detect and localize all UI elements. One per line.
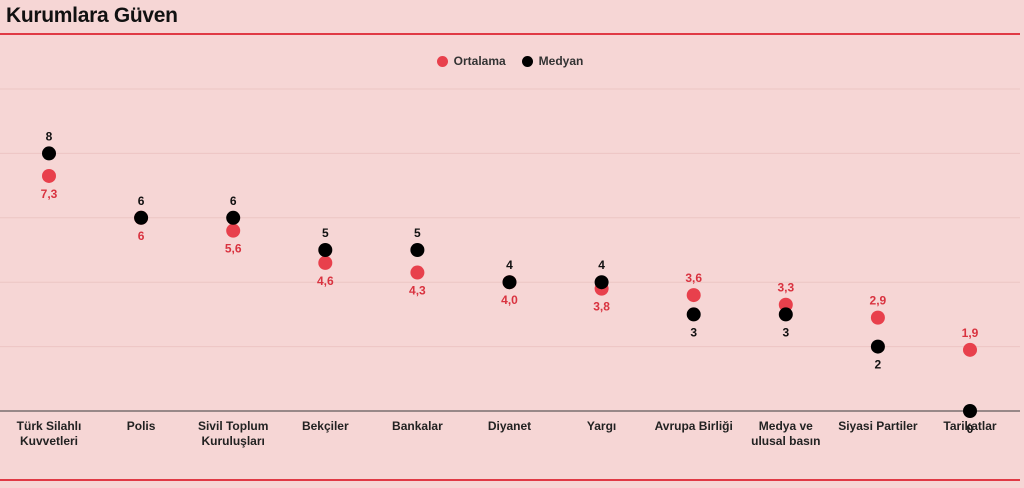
median-point bbox=[778, 307, 793, 322]
median-value-label: 5 bbox=[414, 226, 421, 240]
median-point bbox=[318, 243, 333, 257]
legend-mean-label: Ortalama bbox=[453, 54, 506, 68]
mean-value-label: 4,3 bbox=[409, 284, 426, 298]
x-tick-labels: Türk Silahlı Kuvvetleri Polis Sivil Toplum K… bbox=[17, 419, 997, 448]
mean-point bbox=[318, 255, 333, 270]
median-value-label: 4 bbox=[598, 258, 605, 272]
median-point bbox=[134, 210, 149, 225]
legend-item-median: Medyan bbox=[521, 54, 584, 68]
x-tick-label: Siyasi Partiler bbox=[838, 419, 918, 433]
bottom-rule bbox=[0, 479, 1020, 481]
mean-point bbox=[870, 310, 885, 325]
median-point bbox=[226, 210, 241, 225]
mean-value-label: 4,6 bbox=[317, 274, 334, 288]
mean-point bbox=[778, 297, 793, 312]
x-tick-label: Türk Silahlı Kuvvetleri bbox=[17, 419, 82, 448]
median-value-label: 6 bbox=[138, 194, 145, 208]
median-point bbox=[594, 275, 609, 290]
x-tick-label: Bekçiler bbox=[302, 419, 349, 433]
mean-value-label: 3,8 bbox=[593, 300, 610, 314]
median-point bbox=[42, 146, 56, 161]
chart-title: Kurumlara Güven bbox=[6, 4, 178, 27]
median-value-label: 3 bbox=[690, 325, 697, 339]
mean-value-label: 7,3 bbox=[41, 187, 58, 201]
mean-point bbox=[42, 168, 56, 183]
median-value-label: 4 bbox=[506, 258, 513, 272]
top-rule bbox=[0, 33, 1020, 35]
median-value-label: 2 bbox=[875, 358, 882, 372]
mean-point bbox=[410, 265, 425, 280]
mean-value-label: 1,9 bbox=[962, 326, 979, 340]
median-value-label: 0 bbox=[967, 422, 974, 436]
median-point bbox=[502, 275, 517, 290]
legend-item-mean: Ortalama bbox=[436, 54, 506, 68]
data-marks: 8 7,3 6 6 6 5,6 5 4,6 5 4,3 4 4,0 4 3,8 3 3,6 3 3,3 2 2,9 0 1… bbox=[41, 129, 979, 436]
gridlines bbox=[0, 88, 1020, 348]
median-point bbox=[870, 339, 885, 354]
median-value-label: 8 bbox=[46, 129, 53, 143]
median-point bbox=[410, 243, 425, 257]
x-tick-label: Avrupa Birliği bbox=[655, 419, 733, 433]
x-tick-label: Yargı bbox=[587, 419, 616, 433]
x-tick-label: Bankalar bbox=[392, 419, 443, 433]
mean-value-label: 6 bbox=[138, 229, 145, 243]
mean-value-label: 3,6 bbox=[685, 271, 702, 285]
mean-point bbox=[963, 342, 977, 357]
mean-value-label: 3,3 bbox=[777, 281, 794, 295]
median-value-label: 5 bbox=[322, 226, 329, 240]
mean-point bbox=[686, 288, 701, 303]
legend-mean-marker bbox=[436, 55, 448, 67]
x-tick-label: Diyanet bbox=[488, 419, 531, 433]
mean-value-label: 5,6 bbox=[225, 242, 242, 256]
median-point bbox=[963, 404, 977, 418]
mean-point bbox=[226, 223, 241, 238]
legend-median-label: Medyan bbox=[538, 54, 584, 68]
x-tick-label: Sivil Toplum Kuruluşları bbox=[198, 419, 268, 448]
x-tick-label: Tarikatlar bbox=[943, 419, 996, 433]
legend-median-marker bbox=[521, 55, 533, 67]
median-value-label: 3 bbox=[782, 325, 789, 339]
legend: Ortalama Medyan bbox=[0, 54, 1020, 68]
mean-value-label: 2,9 bbox=[870, 294, 887, 308]
mean-value-label: 4,0 bbox=[501, 293, 518, 307]
median-point bbox=[686, 307, 701, 322]
x-tick-label: Polis bbox=[127, 419, 156, 433]
median-value-label: 6 bbox=[230, 194, 237, 208]
x-tick-label: Medya ve ulusal basın bbox=[751, 419, 820, 448]
